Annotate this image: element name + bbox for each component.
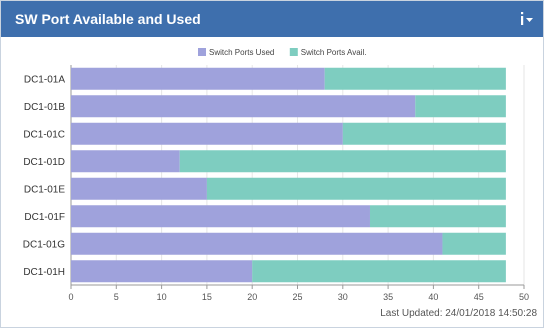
legend-swatch-0 [198,48,206,56]
category-label: DC1-01H [23,267,65,278]
x-tick-label: 45 [474,292,484,302]
bar-dc1-01d-avail [179,150,506,173]
category-label: DC1-01G [23,239,65,250]
x-tick-label: 50 [519,292,529,302]
bar-dc1-01f-used [71,205,370,228]
bar-dc1-01e-used [71,177,207,200]
bar-dc1-01h-used [71,260,253,283]
widget-title: SW Port Available and Used [15,11,201,27]
bar-dc1-01c-used [71,122,343,145]
bar-dc1-01c-avail [342,122,506,145]
x-tick-label: 0 [68,292,73,302]
widget-header: SW Port Available and Used [1,1,543,37]
bar-dc1-01a-avail [324,67,506,90]
bar-dc1-01g-used [71,232,443,255]
bar-dc1-01b-used [71,95,416,118]
bar-dc1-01g-avail [442,232,506,255]
bar-chart: Switch Ports Used Switch Ports Avail. 0 5 10… [23,48,529,302]
category-label: DC1-01C [23,129,65,140]
bar-dc1-01e-avail [206,177,506,200]
category-label: DC1-01A [24,74,65,85]
x-tick-label: 10 [157,292,167,302]
bar-dc1-01d-used [71,150,180,173]
x-tick-label: 5 [114,292,119,302]
category-label: DC1-01F [24,212,65,223]
category-label: DC1-01E [24,184,65,195]
bar-dc1-01h-avail [252,260,506,283]
x-tick-label: 20 [247,292,257,302]
x-tick-label: 40 [428,292,438,302]
x-tick-label: 15 [202,292,212,302]
bar-dc1-01b-avail [415,95,506,118]
category-label: DC1-01D [23,157,65,168]
x-tick-label: 30 [338,292,348,302]
legend-swatch-1 [289,48,298,56]
last-updated-text: Last Updated: 24/01/2018 14:50:28 [380,308,537,319]
x-tick-label: 25 [292,292,302,302]
bar-dc1-01a-used [71,67,325,90]
x-tick-label: 35 [383,292,393,302]
legend-label-1: Switch Ports Avail. [301,48,367,57]
info-dropdown-icon[interactable] [517,9,537,29]
legend-label-0: Switch Ports Used [209,48,274,57]
category-label: DC1-01B [24,102,65,113]
header-divider [1,37,543,39]
bar-dc1-01f-avail [369,205,506,228]
